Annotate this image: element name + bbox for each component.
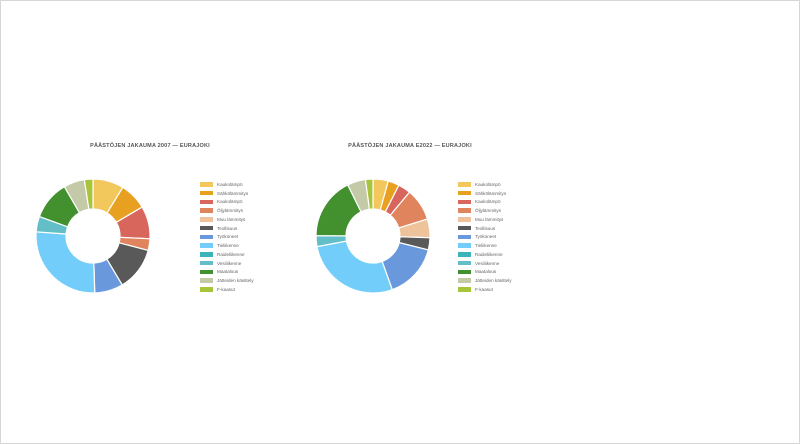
legend-label: F-kaasut [475, 286, 493, 292]
legend-label: Työkoneet [217, 234, 239, 240]
legend-swatch [200, 190, 213, 196]
legend-swatch [200, 269, 213, 275]
legend-swatch [200, 217, 213, 222]
legend-label: Sähkölämmitys [475, 190, 507, 196]
legend-item[interactable]: Muu lämmitys [200, 215, 254, 224]
donut-slice[interactable] [35, 231, 96, 294]
legend-label: Vesiliikenne [475, 260, 500, 266]
legend-item[interactable]: Kaukolämpö [200, 180, 254, 189]
donut-svg [315, 178, 431, 294]
legend-item[interactable]: Maatalous [458, 268, 512, 277]
donut-slice[interactable] [364, 178, 374, 210]
legend-item[interactable]: Teollisuus [458, 224, 512, 233]
chart-title: PÄÄSTÖJEN JAKAUMA 2007 — EURAJOKI [90, 143, 210, 149]
chart-title: PÄÄSTÖJEN JAKAUMA E2022 — EURAJOKI [348, 143, 472, 149]
legend-item[interactable]: Vesiliikenne [458, 259, 512, 268]
legend-swatch [458, 243, 471, 248]
legend-label: Vesiliikenne [217, 260, 242, 266]
legend-swatch [200, 234, 213, 240]
legend-swatch [200, 225, 213, 231]
legend-label: Raideliikenne [217, 251, 245, 257]
donut-slice[interactable] [316, 240, 394, 294]
legend-label: Tieliikenne [217, 243, 239, 249]
legend-item[interactable]: Öljylämmitys [458, 206, 512, 215]
legend-swatch [200, 287, 213, 292]
legend-label: Muu lämmitys [475, 216, 504, 222]
legend-swatch [458, 190, 471, 196]
legend-label: Kaukolämpö [217, 181, 243, 187]
donut-slice[interactable] [83, 178, 94, 210]
legend-label: Raideliikenne [475, 251, 503, 257]
donut-chart-e2022: PÄÄSTÖJEN JAKAUMA E2022 — EURAJOKI Kauko… [290, 140, 590, 320]
legend-swatch [200, 278, 213, 283]
legend-label: Teollisuus [217, 225, 238, 231]
legend-item[interactable]: Työkoneet [200, 233, 254, 242]
legend-item[interactable]: Tieliikenne [200, 241, 254, 250]
legend-item[interactable]: Öljylämmitys [200, 206, 254, 215]
legend-label: Kaukolämpö [475, 199, 501, 205]
legend-item[interactable]: Teollisuus [200, 224, 254, 233]
legend-swatch [458, 252, 471, 257]
legend-label: Jätteiden käsittely [475, 278, 512, 284]
legend-item[interactable]: Jätteiden käsittely [458, 276, 512, 285]
legend: Kaukolämpö Sähkölämmitys Kaukolämpö Öljyläm… [458, 180, 512, 294]
legend-label: Maatalous [217, 269, 239, 275]
donut-svg [35, 178, 151, 294]
legend-label: Öljylämmitys [475, 208, 502, 214]
legend-label: Jätteiden käsittely [217, 278, 254, 284]
legend-swatch [458, 208, 471, 213]
legend-swatch [458, 182, 471, 187]
legend-item[interactable]: Kaukolämpö [200, 198, 254, 207]
legend-swatch [200, 182, 213, 187]
legend-item[interactable]: Muu lämmitys [458, 215, 512, 224]
legend-label: F-kaasut [217, 286, 235, 292]
legend-item[interactable]: Jätteiden käsittely [200, 276, 254, 285]
legend-swatch [458, 287, 471, 292]
legend-swatch [200, 260, 213, 266]
legend-swatch [200, 243, 213, 248]
legend-swatch [458, 260, 471, 266]
legend-swatch [200, 252, 213, 257]
legend-label: Maatalous [475, 269, 497, 275]
legend-swatch [458, 225, 471, 231]
legend-swatch [458, 199, 471, 205]
legend-label: Öljylämmitys [217, 208, 244, 214]
legend-label: Sähkölämmitys [217, 190, 249, 196]
legend-item[interactable]: Maatalous [200, 268, 254, 277]
legend-swatch [458, 234, 471, 240]
legend-item[interactable]: Raideliikenne [200, 250, 254, 259]
legend-label: Työkoneet [475, 234, 497, 240]
legend: Kaukolämpö Sähkölämmitys Kaukolämpö Öljyläm… [200, 180, 254, 294]
legend-label: Muu lämmitys [217, 216, 246, 222]
legend-label: Kaukolämpö [217, 199, 243, 205]
legend-item[interactable]: Tieliikenne [458, 241, 512, 250]
legend-item[interactable]: Raideliikenne [458, 250, 512, 259]
legend-label: Kaukolämpö [475, 181, 501, 187]
legend-item[interactable]: Vesiliikenne [200, 259, 254, 268]
legend-label: Tieliikenne [475, 243, 497, 249]
legend-swatch [458, 269, 471, 275]
legend-label: Teollisuus [475, 225, 496, 231]
legend-swatch [200, 208, 213, 213]
legend-swatch [458, 278, 471, 283]
legend-swatch [458, 217, 471, 222]
legend-item[interactable]: Työkoneet [458, 233, 512, 242]
legend-item[interactable]: Sähkölämmitys [458, 189, 512, 198]
legend-item[interactable]: Sähkölämmitys [200, 189, 254, 198]
donut-chart-2007: PÄÄSTÖJEN JAKAUMA 2007 — EURAJOKI Kaukol… [30, 140, 330, 320]
legend-item[interactable]: Kaukolämpö [458, 180, 512, 189]
legend-item[interactable]: Kaukolämpö [458, 198, 512, 207]
legend-item[interactable]: F-kaasut [200, 285, 254, 294]
legend-item[interactable]: F-kaasut [458, 285, 512, 294]
legend-swatch [200, 199, 213, 205]
